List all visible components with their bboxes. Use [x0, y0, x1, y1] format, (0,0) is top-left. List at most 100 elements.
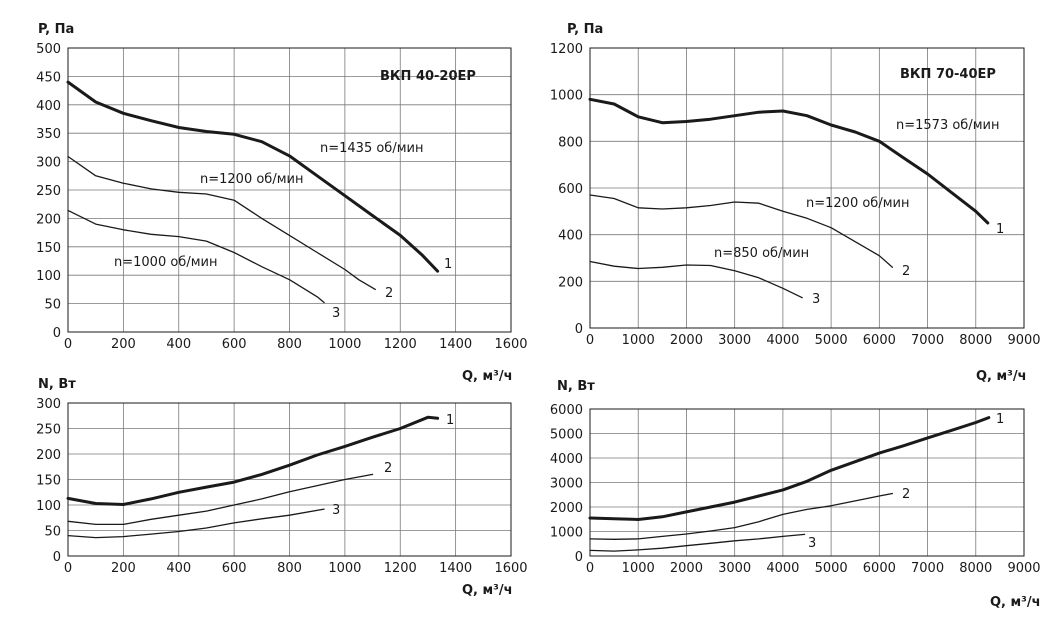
chart-2: 0 1000 2000 3000 4000 5000 6000 7000 8000 9000 0 20… — [550, 22, 1041, 384]
series-line-2 — [589, 194, 894, 268]
series-line-1 — [66, 80, 440, 273]
series-line-3 — [589, 260, 803, 299]
x-tick-label: 0 — [586, 333, 594, 348]
plot-frame — [589, 408, 1025, 557]
x-tick-label: 600 — [222, 337, 247, 352]
series-speed-label: n=1200 об/мин — [806, 196, 909, 211]
series-line-3 — [589, 533, 806, 552]
plot-frame — [67, 47, 512, 333]
x-tick-label: 8000 — [959, 333, 992, 348]
y-tick-label: 400 — [558, 229, 583, 244]
x-tick-label: 1000 — [328, 561, 361, 576]
y-tick-label: 50 — [44, 298, 61, 313]
series-line-1 — [588, 97, 990, 225]
y-tick-label: 600 — [558, 182, 583, 197]
series-line-3 — [67, 209, 325, 304]
x-tick-label: 4000 — [766, 561, 799, 576]
series-line-1 — [588, 416, 991, 521]
x-tick-label: 800 — [277, 337, 302, 352]
curve-number-label: 2 — [384, 461, 392, 476]
x-tick-label: 1200 — [384, 561, 417, 576]
y-tick-label: 200 — [36, 212, 61, 227]
x-tick-label: 3000 — [718, 561, 751, 576]
curve-number-label: 2 — [902, 264, 910, 279]
y-tick-label: 300 — [36, 156, 61, 171]
x-tick-label: 4000 — [766, 333, 799, 348]
curve-number-label: 3 — [812, 292, 820, 307]
y-tick-label: 1200 — [550, 42, 583, 57]
x-tick-label: 9000 — [1007, 333, 1040, 348]
curve-number-label: 2 — [385, 286, 393, 301]
y-tick-label: 200 — [558, 275, 583, 290]
x-tick-label: 1400 — [439, 337, 472, 352]
series-speed-label: n=1000 об/мин — [114, 255, 217, 270]
x-tick-label: 600 — [222, 561, 247, 576]
x-tick-label: 800 — [277, 561, 302, 576]
x-tick-label: 5000 — [815, 561, 848, 576]
y-tick-label: 250 — [36, 184, 61, 199]
x-axis-title: Q, м³/ч — [990, 595, 1041, 610]
y-tick-label: 450 — [36, 70, 61, 85]
curve-number-label: 1 — [444, 257, 452, 272]
y-tick-label: 0 — [575, 322, 583, 337]
x-tick-label: 5000 — [815, 333, 848, 348]
chart-3: 0 200 400 600 800 1000 1200 1400 1600 0 50 100 150 20… — [36, 377, 527, 598]
y-axis-title: N, Вт — [38, 377, 76, 392]
plot-frame — [589, 47, 1025, 329]
y-tick-label: 150 — [36, 241, 61, 256]
plot-frame — [67, 402, 512, 557]
x-tick-label: 0 — [586, 561, 594, 576]
x-tick-label: 1200 — [384, 337, 417, 352]
x-tick-label: 200 — [111, 561, 136, 576]
y-tick-label: 200 — [36, 448, 61, 463]
x-tick-label: 9000 — [1007, 561, 1040, 576]
y-tick-label: 1000 — [550, 526, 583, 541]
x-axis-title: Q, м³/ч — [976, 369, 1027, 384]
y-tick-label: 6000 — [550, 403, 583, 418]
y-tick-label: 500 — [36, 42, 61, 57]
x-tick-label: 1000 — [622, 333, 655, 348]
chart-title: ВКП 70-40ЕР — [900, 67, 996, 82]
chart-4: 0 1000 2000 3000 4000 5000 6000 7000 8000 9000 0 10… — [550, 379, 1041, 610]
x-tick-label: 8000 — [959, 561, 992, 576]
x-tick-label: 0 — [64, 337, 72, 352]
chart-title: ВКП 40-20ЕР — [380, 69, 476, 84]
x-tick-label: 2000 — [670, 333, 703, 348]
y-tick-label: 4000 — [550, 452, 583, 467]
x-tick-label: 6000 — [863, 561, 896, 576]
curve-number-label: 2 — [902, 487, 910, 502]
chart-1: 0 200 400 600 800 1000 1200 1400 160005010015020… — [36, 22, 527, 384]
y-tick-label: 1000 — [550, 89, 583, 104]
curve-number-label: 1 — [996, 222, 1004, 237]
x-tick-label: 400 — [166, 337, 191, 352]
y-tick-label: 150 — [36, 474, 61, 489]
y-tick-label: 100 — [36, 269, 61, 284]
x-axis-title: Q, м³/ч — [462, 369, 513, 384]
y-tick-label: 100 — [36, 499, 61, 514]
curve-number-label: 3 — [332, 306, 340, 321]
series-speed-label: n=850 об/мин — [714, 246, 809, 261]
x-tick-label: 6000 — [863, 333, 896, 348]
x-tick-label: 400 — [166, 561, 191, 576]
curve-number-label: 1 — [996, 412, 1004, 427]
x-tick-label: 1400 — [439, 561, 472, 576]
x-tick-label: 200 — [111, 337, 136, 352]
x-tick-label: 3000 — [718, 333, 751, 348]
series-speed-label: n=1573 об/мин — [896, 118, 999, 133]
series-line-2 — [67, 155, 376, 291]
curve-number-label: 3 — [332, 503, 340, 518]
y-tick-label: 350 — [36, 127, 61, 142]
y-tick-label: 250 — [36, 423, 61, 438]
y-tick-label: 50 — [44, 525, 61, 540]
y-tick-label: 3000 — [550, 477, 583, 492]
y-tick-label: 0 — [53, 326, 61, 341]
y-tick-label: 400 — [36, 99, 61, 114]
series-line-2 — [589, 492, 894, 540]
x-tick-label: 1600 — [494, 561, 527, 576]
y-axis-title: P, Па — [567, 22, 603, 37]
y-tick-label: 5000 — [550, 428, 583, 443]
x-axis-title: Q, м³/ч — [462, 583, 513, 598]
x-tick-label: 1000 — [622, 561, 655, 576]
y-tick-label: 0 — [575, 550, 583, 565]
